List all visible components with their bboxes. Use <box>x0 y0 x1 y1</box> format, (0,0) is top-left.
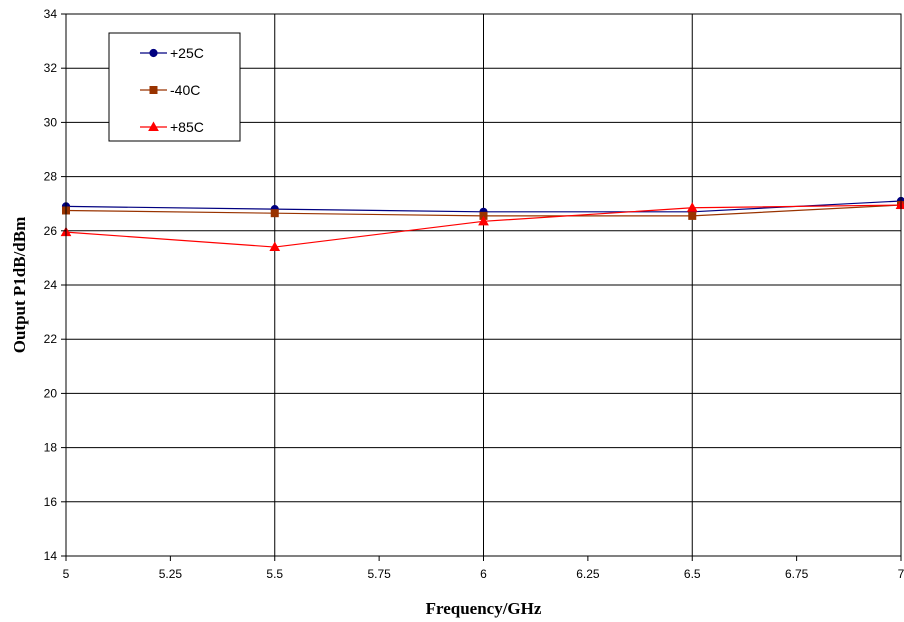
legend-label-minus40c: -40C <box>170 82 200 98</box>
legend-marker-shape <box>149 86 158 94</box>
legend-marker-shape <box>149 48 158 58</box>
x-tick-label: 6.5 <box>684 567 701 581</box>
y-tick-label: 28 <box>44 170 58 184</box>
series-lines <box>60 196 904 252</box>
x-tick-label: 5.5 <box>266 567 283 581</box>
x-axis-title: Frequency/GHz <box>426 599 542 618</box>
y-tick-label: 32 <box>44 61 58 75</box>
x-tick-label: 6.25 <box>576 567 600 581</box>
data-point <box>478 215 489 226</box>
legend-item-85c: +85C <box>140 119 204 135</box>
legend-item-minus40c: -40C <box>140 82 200 98</box>
y-tick-label: 20 <box>44 386 58 400</box>
legend: +25C -40C +85C <box>108 32 241 142</box>
y-tick-label: 22 <box>44 332 58 346</box>
y-tick-label: 30 <box>44 115 58 129</box>
legend-marker-shape <box>148 121 159 131</box>
legend-label-25c: +25C <box>170 45 204 61</box>
x-axis-ticks: 5 5.25 5.5 5.75 6 6.25 6.5 6.75 7 <box>63 556 904 581</box>
y-tick-label: 24 <box>44 278 58 292</box>
x-tick-label: 5.25 <box>159 567 183 581</box>
x-tick-label: 5 <box>63 567 70 581</box>
legend-marker-25c <box>149 48 158 58</box>
legend-box <box>108 32 241 142</box>
data-point <box>688 211 697 220</box>
legend-marker-minus40c <box>149 86 158 94</box>
legend-marker-85c <box>148 121 159 131</box>
data-point <box>686 202 698 212</box>
x-tick-label: 7 <box>898 567 904 581</box>
legend-item-25c: +25C <box>140 45 204 61</box>
plot-area-frame <box>65 13 902 557</box>
y-tick-label: 34 <box>44 7 58 21</box>
y-axis-title: Output P1dB/dBm <box>10 217 29 354</box>
legend-label-85c: +85C <box>170 119 204 135</box>
x-tick-label: 5.75 <box>367 567 391 581</box>
y-tick-label: 14 <box>44 549 58 563</box>
y-tick-label: 16 <box>44 495 58 509</box>
y-axis-ticks: 14 16 18 20 22 24 26 28 30 32 34 <box>44 7 66 563</box>
y-tick-label: 18 <box>44 441 58 455</box>
data-point <box>269 241 281 252</box>
x-tick-label: 6.75 <box>785 567 809 581</box>
y-tick-label: 26 <box>44 224 58 238</box>
data-point <box>270 209 279 218</box>
x-tick-label: 6 <box>480 567 487 581</box>
